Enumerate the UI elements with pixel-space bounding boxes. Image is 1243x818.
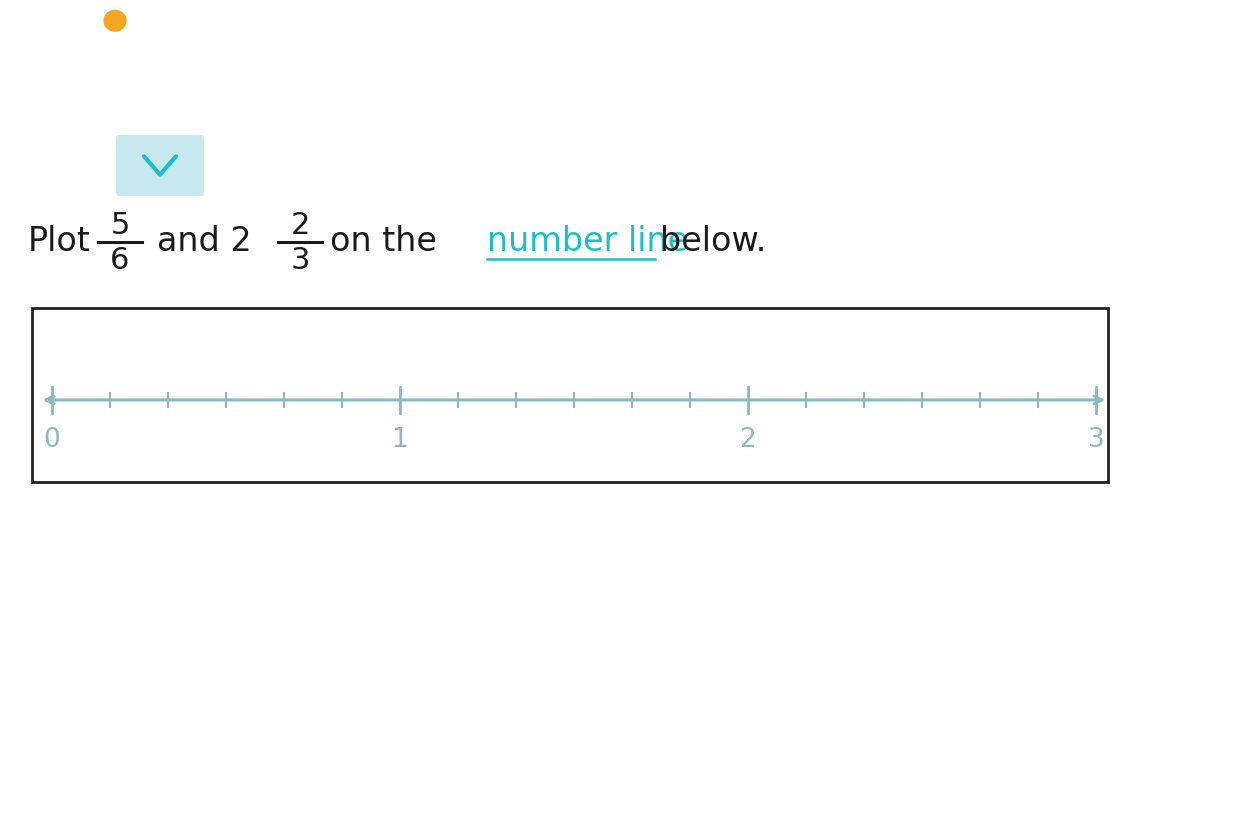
Text: FRACTIONS: FRACTIONS [133, 14, 222, 28]
Text: below.: below. [660, 226, 767, 258]
FancyBboxPatch shape [116, 135, 204, 196]
Text: Plot: Plot [29, 226, 91, 258]
Text: on the: on the [329, 226, 436, 258]
Text: 3: 3 [1088, 428, 1104, 453]
Text: 3: 3 [291, 245, 310, 275]
Text: 5: 5 [111, 211, 129, 240]
Text: 0: 0 [44, 428, 61, 453]
Bar [32, 308, 1108, 482]
Text: number line: number line [487, 226, 689, 258]
Text: 1: 1 [392, 428, 409, 453]
Text: 6: 6 [111, 245, 129, 275]
Text: 2: 2 [291, 211, 310, 240]
Text: and 2: and 2 [157, 226, 252, 258]
Circle shape [104, 11, 126, 31]
Text: Plotting fractions on a number line: Plotting fractions on a number line [92, 47, 640, 75]
Text: 2: 2 [740, 428, 757, 453]
